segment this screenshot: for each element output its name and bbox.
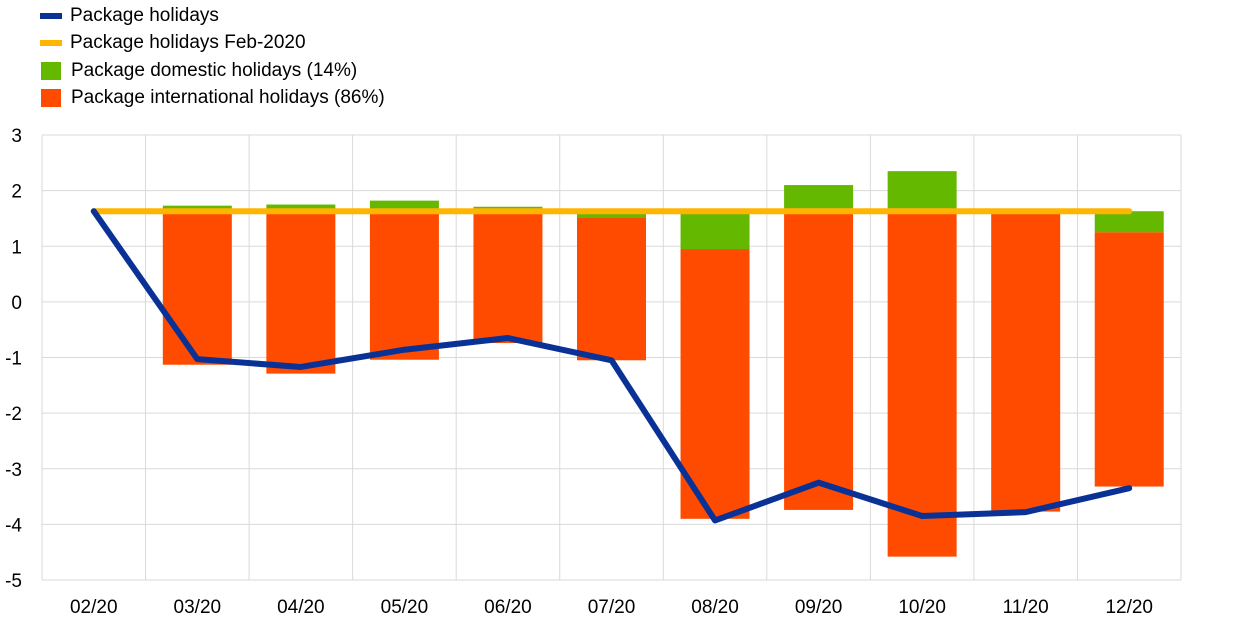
x-tick-label: 02/20: [70, 597, 118, 618]
y-tick-label: 2: [11, 182, 22, 203]
x-tick-label: 12/20: [1105, 597, 1153, 618]
series-lines: [90, 208, 1133, 524]
bar-segment: [680, 211, 750, 250]
legend-label: Package holidays: [70, 4, 219, 26]
y-tick-label: 1: [11, 237, 22, 258]
bar-segment: [266, 210, 336, 374]
legend-swatch-international: [41, 89, 61, 108]
y-tick-label: 0: [11, 293, 22, 314]
bar-segment: [784, 185, 854, 209]
legend-label: Package domestic holidays (14%): [71, 59, 358, 81]
y-tick-label: -5: [5, 571, 22, 592]
x-tick-label: 11/20: [1003, 597, 1049, 618]
legend-label: Package holidays Feb-2020: [70, 32, 306, 54]
bar-segment: [162, 210, 232, 365]
y-tick-label: -4: [5, 515, 22, 536]
bar-segment: [887, 171, 957, 209]
x-tick-label: 07/20: [588, 597, 636, 618]
legend-swatch-domestic: [41, 61, 61, 80]
bar-segment: [680, 249, 750, 519]
bar-segment: [266, 204, 336, 211]
y-tick-label: -3: [5, 460, 22, 481]
y-tick-label: -2: [5, 404, 22, 425]
bar-segment: [577, 211, 646, 218]
x-tick-label: 10/20: [898, 597, 946, 618]
legend-swatch-package-holidays: [40, 12, 62, 19]
legend-item-international: Package international holidays (86%): [40, 85, 385, 113]
y-axis: 3 2 1 0 -1 -2 -3 -4 -5: [5, 126, 22, 592]
legend: Package holidays Package holidays Feb-20…: [40, 2, 385, 112]
legend-item-domestic: Package domestic holidays (14%): [40, 57, 385, 85]
x-tick-label: 05/20: [381, 597, 429, 618]
line-package-holidays: [90, 208, 1133, 524]
bars: [162, 171, 1164, 557]
x-tick-label: 06/20: [484, 597, 532, 618]
bar-segment: [369, 200, 439, 211]
bar-segment: [784, 208, 854, 510]
legend-label: Package international holidays (86%): [71, 87, 385, 109]
legend-swatch-feb-2020: [40, 40, 62, 47]
y-tick-label: 3: [11, 126, 22, 147]
bar-segment: [887, 208, 957, 557]
bar-segment: [577, 217, 646, 361]
bar-segment: [162, 205, 232, 211]
x-tick-label: 09/20: [795, 597, 843, 618]
legend-item-feb-2020: Package holidays Feb-2020: [40, 30, 385, 58]
bar-segment: [991, 211, 1061, 512]
y-tick-label: -1: [5, 349, 22, 370]
legend-item-package-holidays: Package holidays: [40, 2, 385, 30]
bar-segment: [1094, 211, 1164, 233]
x-axis: 02/20 03/20 04/20 05/20 06/20 07/20 08/20 09/20…: [70, 597, 1153, 618]
x-tick-label: 08/20: [691, 597, 739, 618]
x-tick-label: 04/20: [277, 597, 325, 618]
x-tick-label: 03/20: [174, 597, 222, 618]
bar-segment: [369, 210, 439, 360]
bar-segment: [473, 210, 543, 344]
bar-segment: [1094, 232, 1164, 487]
